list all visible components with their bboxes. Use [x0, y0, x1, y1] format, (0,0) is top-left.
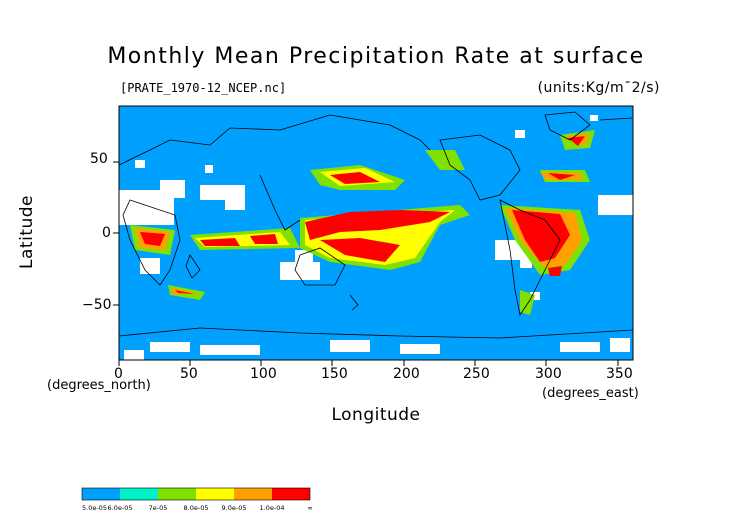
colorbar-swatch-1: [82, 488, 120, 500]
units-label: (units:Kg/m¯2/s): [537, 80, 660, 96]
colorbar-label-7: ∞: [307, 504, 312, 512]
x-tick-150: 150: [321, 366, 348, 382]
y-tick-50: 50: [90, 151, 108, 167]
colorbar-swatch-3: [158, 488, 196, 500]
precip-very-high: [140, 136, 585, 294]
x-units: (degrees_east): [542, 386, 639, 401]
colorbar-swatch-4: [196, 488, 234, 500]
dataset-filename: [PRATE_1970-12_NCEP.nc]: [120, 81, 287, 95]
x-tick-300: 300: [535, 366, 562, 382]
axis-ticks: [113, 161, 619, 366]
x-tick-50: 50: [180, 366, 198, 382]
colorbar-label-6: 1.0e-04: [260, 504, 285, 512]
x-tick-0: 0: [114, 366, 123, 382]
y-tick-0: 0: [102, 225, 111, 241]
coastlines: [118, 111, 634, 339]
x-tick-250: 250: [463, 366, 490, 382]
colorbar: 5.0e-05 6.0e-05 7e-05 8.0e-05 9.0e-05 1.…: [81, 487, 313, 512]
chart-title: Monthly Mean Precipitation Rate at surfa…: [107, 44, 645, 69]
colorbar-label-4: 8.0e-05: [184, 504, 209, 512]
y-tick-minus-50: −50: [82, 297, 112, 313]
y-units: (degrees_north): [47, 378, 151, 393]
colorbar-label-2: 6.0e-05: [108, 504, 133, 512]
x-tick-100: 100: [250, 366, 277, 382]
colorbar-label-5: 9.0e-05: [222, 504, 247, 512]
x-axis-label: Longitude: [331, 405, 421, 425]
colorbar-swatch-5: [234, 488, 272, 500]
x-tick-200: 200: [393, 366, 420, 382]
missing-data-patches: [119, 115, 633, 360]
colorbar-swatch-2: [120, 488, 158, 500]
colorbar-label-3: 7e-05: [149, 504, 168, 512]
colorbar-label-1: 5.0e-05: [82, 504, 107, 512]
x-tick-350: 350: [606, 366, 633, 382]
precip-map: [118, 105, 634, 361]
colorbar-swatch-6: [272, 488, 310, 500]
